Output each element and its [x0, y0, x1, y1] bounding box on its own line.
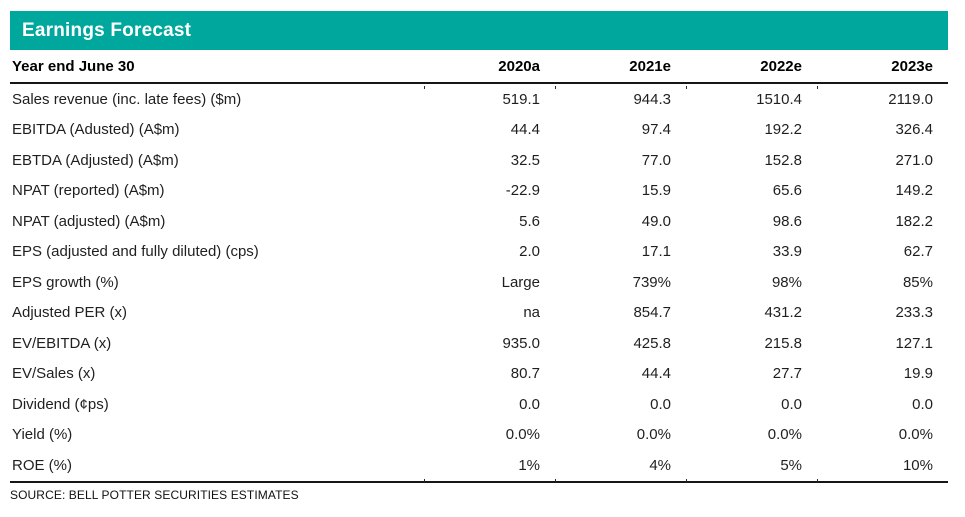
cell-value: 80.7 [510, 365, 540, 383]
cell-value: 33.9 [772, 243, 802, 261]
cell-value: 0.0 [912, 395, 933, 413]
cell-value: 127.1 [895, 334, 933, 352]
cell-value: 192.2 [764, 121, 802, 139]
cell-value: 32.5 [510, 151, 540, 169]
cell-value: 1% [518, 456, 540, 474]
row-label: NPAT (adjusted) (A$m) [12, 212, 166, 230]
cell-value: 0.0 [519, 395, 540, 413]
table-header-label: Year end June 30 [12, 57, 135, 75]
row-label: EPS growth (%) [12, 273, 119, 291]
cell-value: 0.0 [781, 395, 802, 413]
row-label: Adjusted PER (x) [12, 304, 128, 322]
row-label: EV/Sales (x) [12, 365, 96, 383]
table-row: NPAT (reported) (A$m) -22.9 15.9 65.6 14… [10, 176, 948, 207]
cell-value: 27.7 [772, 365, 802, 383]
cell-value: 1510.4 [756, 90, 802, 108]
row-label: ROE (%) [12, 456, 72, 474]
column-header-2023e: 2023e [891, 57, 933, 75]
column-tick [686, 86, 687, 89]
table-row: EPS growth (%) Large 739% 98% 85% [10, 267, 948, 298]
column-tick [817, 479, 818, 482]
cell-value: 44.4 [641, 365, 671, 383]
cell-value: 5% [780, 456, 802, 474]
cell-value: 425.8 [633, 334, 671, 352]
cell-value: 49.0 [641, 212, 671, 230]
cell-value: 97.4 [641, 121, 671, 139]
cell-value: 215.8 [764, 334, 802, 352]
table-row: EPS (adjusted and fully diluted) (cps) 2… [10, 237, 948, 268]
cell-value: 326.4 [895, 121, 933, 139]
cell-value: 85% [902, 273, 933, 291]
table-row: Dividend (¢ps) 0.0 0.0 0.0 0.0 [10, 389, 948, 420]
cell-value: Large [501, 273, 540, 291]
cell-value: 935.0 [502, 334, 540, 352]
table-row: EV/EBITDA (x) 935.0 425.8 215.8 127.1 [10, 328, 948, 359]
cell-value: 0.0 [650, 395, 671, 413]
cell-value: 19.9 [903, 365, 933, 383]
cell-value: 4% [649, 456, 671, 474]
cell-value: 17.1 [641, 243, 671, 261]
panel-title: Earnings Forecast [22, 19, 192, 41]
cell-value: 149.2 [895, 182, 933, 200]
cell-value: 739% [632, 273, 671, 291]
cell-value: 2.0 [519, 243, 540, 261]
source-note: SOURCE: BELL POTTER SECURITIES ESTIMATES [10, 480, 948, 502]
column-header-2021e: 2021e [629, 57, 671, 75]
cell-value: 2119.0 [888, 90, 933, 108]
cell-value: -22.9 [505, 182, 540, 200]
cell-value: 62.7 [903, 243, 933, 261]
panel-title-bar: Earnings Forecast [10, 11, 948, 50]
table-row: Yield (%) 0.0% 0.0% 0.0% 0.0% [10, 420, 948, 451]
row-label: Dividend (¢ps) [12, 395, 109, 413]
cell-value: 15.9 [641, 182, 671, 200]
column-header-2020a: 2020a [498, 57, 540, 75]
cell-value: 77.0 [641, 151, 671, 169]
cell-value: 182.2 [895, 212, 933, 230]
column-tick [424, 86, 425, 89]
table-row: Adjusted PER (x) na 854.7 431.2 233.3 [10, 298, 948, 329]
cell-value: 65.6 [772, 182, 802, 200]
cell-value: 10% [902, 456, 933, 474]
column-tick [555, 86, 556, 89]
cell-value: 44.4 [510, 121, 540, 139]
earnings-forecast-panel: Earnings Forecast Year end June 30 2020a… [10, 11, 948, 502]
cell-value: 519.1 [502, 90, 540, 108]
cell-value: 271.0 [895, 151, 933, 169]
cell-value: 0.0% [636, 426, 671, 444]
cell-value: na [523, 304, 540, 322]
column-tick [424, 479, 425, 482]
row-label: EBTDA (Adjusted) (A$m) [12, 151, 179, 169]
column-tick [686, 479, 687, 482]
table-row: EBTDA (Adjusted) (A$m) 32.5 77.0 152.8 2… [10, 145, 948, 176]
row-label: EPS (adjusted and fully diluted) (cps) [12, 243, 259, 261]
row-label: Sales revenue (inc. late fees) ($m) [12, 90, 242, 108]
cell-value: 233.3 [895, 304, 933, 322]
table-row: ROE (%) 1% 4% 5% 10% [10, 450, 948, 481]
cell-value: 0.0% [898, 426, 933, 444]
cell-value: 152.8 [764, 151, 802, 169]
cell-value: 854.7 [633, 304, 671, 322]
row-label: EBITDA (Adusted) (A$m) [12, 121, 180, 139]
table-row: NPAT (adjusted) (A$m) 5.6 49.0 98.6 182.… [10, 206, 948, 237]
column-tick [555, 479, 556, 482]
column-header-2022e: 2022e [760, 57, 802, 75]
column-tick [817, 86, 818, 89]
row-label: Yield (%) [12, 426, 73, 444]
cell-value: 944.3 [633, 90, 671, 108]
table-row: EV/Sales (x) 80.7 44.4 27.7 19.9 [10, 359, 948, 390]
row-label: EV/EBITDA (x) [12, 334, 112, 352]
table-row: Sales revenue (inc. late fees) ($m) 519.… [10, 84, 948, 115]
cell-value: 5.6 [519, 212, 540, 230]
cell-value: 98.6 [772, 212, 802, 230]
cell-value: 98% [771, 273, 802, 291]
table-row: EBITDA (Adusted) (A$m) 44.4 97.4 192.2 3… [10, 115, 948, 146]
row-label: NPAT (reported) (A$m) [12, 182, 165, 200]
table-header-row: Year end June 30 2020a 2021e 2022e 2023e [10, 50, 948, 84]
cell-value: 0.0% [767, 426, 802, 444]
cell-value: 0.0% [505, 426, 540, 444]
table-body: Sales revenue (inc. late fees) ($m) 519.… [10, 84, 948, 481]
cell-value: 431.2 [764, 304, 802, 322]
